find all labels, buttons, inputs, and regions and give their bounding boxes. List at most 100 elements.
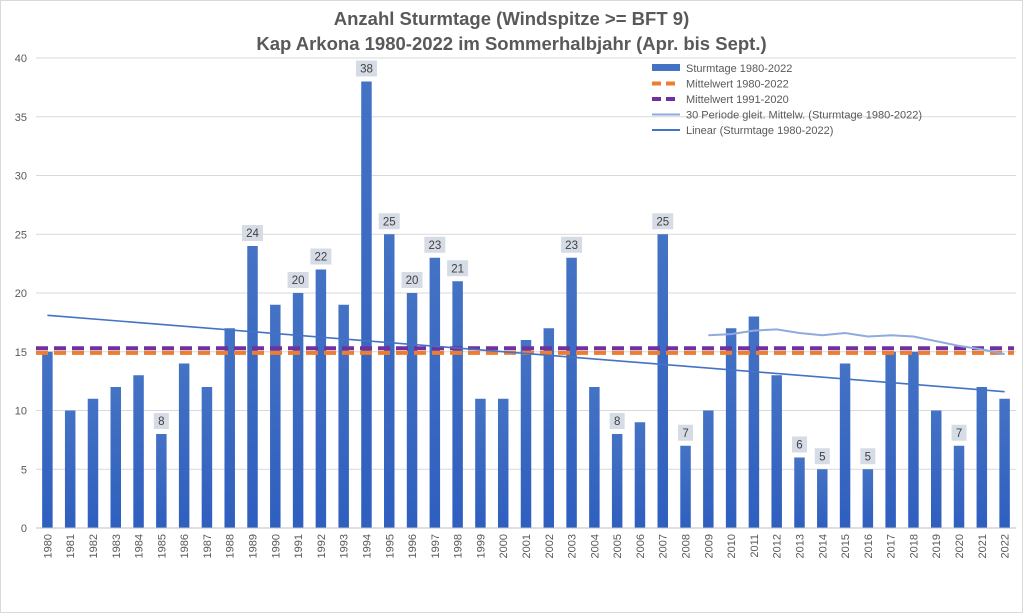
legend-label: Mittelwert 1991-2020 [686,94,789,106]
y-axis-ticks: 0 5 10 15 20 25 30 35 40 [15,53,27,535]
bar-2008 [680,445,691,528]
chart-title-line2: Kap Arkona 1980-2022 im Sommerhalbjahr (… [256,33,767,54]
bar-2001 [520,340,532,528]
x-tick-label: 1993 [339,534,351,558]
x-tick-label: 1981 [65,534,77,558]
data-labels: 8 24 20 22 38 25 20 23 21 23 8 25 7 6 5 5 7 [153,60,967,465]
data-label-bg [401,272,423,288]
bar-2002 [543,328,555,528]
bar-1985 [156,434,167,528]
bar-1991 [292,293,304,528]
data-label-bg [242,225,264,241]
x-tick-label: 2017 [886,534,898,558]
bar-2012 [771,375,782,528]
y-tick-label: 40 [15,53,27,65]
x-tick-label: 2004 [589,534,601,558]
legend-label: Sturmtage 1980-2022 [686,63,792,75]
data-label-2013: 6 [796,440,802,452]
data-label-bg [355,60,377,77]
chart-title-line1: Anzahl Sturmtage (Windspitze >= BFT 9) [333,8,690,29]
y-tick-label: 10 [15,406,27,418]
data-label-bg [310,248,332,265]
x-tick-label: 2021 [977,534,989,558]
bar-2006 [634,422,646,528]
bar-1995 [384,234,395,528]
y-tick-label: 5 [21,464,27,476]
data-label-bg [860,448,876,465]
bar-1990 [270,304,281,528]
x-tick-label: 2010 [726,534,738,558]
linear-trendline [47,314,1005,393]
bar-2003 [566,257,577,528]
data-label-1997: 23 [428,240,441,252]
bar-2015 [839,363,851,528]
data-label-2020: 7 [956,428,962,440]
data-label-1989: 24 [246,228,259,240]
data-label-bg [378,213,400,230]
legend: Sturmtage 1980-2022 Mittelwert 1980-2022 M… [652,63,922,137]
bar-1981 [64,410,76,528]
x-tick-label: 1984 [134,534,146,558]
bar-1993 [338,304,349,528]
x-tick-label: 1985 [156,534,168,558]
legend-swatch-bar [652,64,680,71]
data-label-bg [424,236,446,253]
x-tick-label: 2003 [567,534,579,558]
x-tick-label: 2009 [703,534,715,558]
bar-2004 [589,387,600,528]
y-tick-label: 35 [15,112,27,124]
bar-2019 [930,410,942,528]
x-tick-label: 2022 [1000,534,1012,558]
x-tick-label: 2005 [612,534,624,558]
x-tick-label: 2000 [498,534,510,558]
y-tick-label: 20 [15,288,27,300]
data-label-bg [678,424,694,441]
legend-label: Linear (Sturmtage 1980-2022) [686,125,833,137]
data-label-bg [153,413,169,429]
x-tick-label: 1987 [202,534,214,558]
bar-1980 [42,351,53,528]
bar-2000 [497,398,509,528]
data-label-2005: 8 [614,416,620,428]
data-label-1992: 22 [314,252,327,264]
x-tick-label: 1982 [88,534,100,558]
data-label-1996: 20 [406,275,419,287]
x-tick-label: 2001 [521,534,533,558]
bar-2022 [999,398,1010,528]
bar-2014 [817,469,828,528]
bar-1986 [178,363,190,528]
legend-label: Mittelwert 1980-2022 [686,79,789,91]
bar-1994 [361,81,372,528]
x-tick-label: 2016 [863,534,875,558]
x-tick-label: 2014 [817,534,829,558]
x-tick-label: 1988 [225,534,237,558]
x-tick-label: 1995 [384,534,396,558]
bar-1999 [475,398,486,528]
x-tick-label: 2011 [749,534,761,558]
data-label-bg [609,413,625,429]
x-tick-label: 1997 [430,534,442,558]
data-label-1995: 25 [383,216,396,228]
y-tick-label: 15 [15,347,27,359]
bar-2018 [908,351,919,528]
bar-1987 [201,387,213,528]
x-tick-label: 1998 [453,534,465,558]
data-label-1985: 8 [158,416,164,428]
x-tick-label: 1996 [407,534,419,558]
bar-2011 [748,316,760,528]
bar-2020 [953,445,965,528]
x-tick-label: 1986 [179,534,191,558]
data-label-2007: 25 [656,216,669,228]
x-tick-label: 1983 [111,534,123,558]
x-tick-label: 1989 [248,534,260,558]
bar-1982 [87,398,99,528]
bar-1983 [110,387,122,528]
data-label-1991: 20 [292,275,305,287]
bar-1984 [133,375,144,528]
data-label-2016: 5 [865,451,871,463]
x-tick-label: 1994 [361,534,373,558]
x-tick-label: 2013 [794,534,806,558]
x-tick-label: 2002 [544,534,556,558]
legend-label: 30 Periode gleit. Mittelw. (Sturmtage 19… [686,110,922,122]
